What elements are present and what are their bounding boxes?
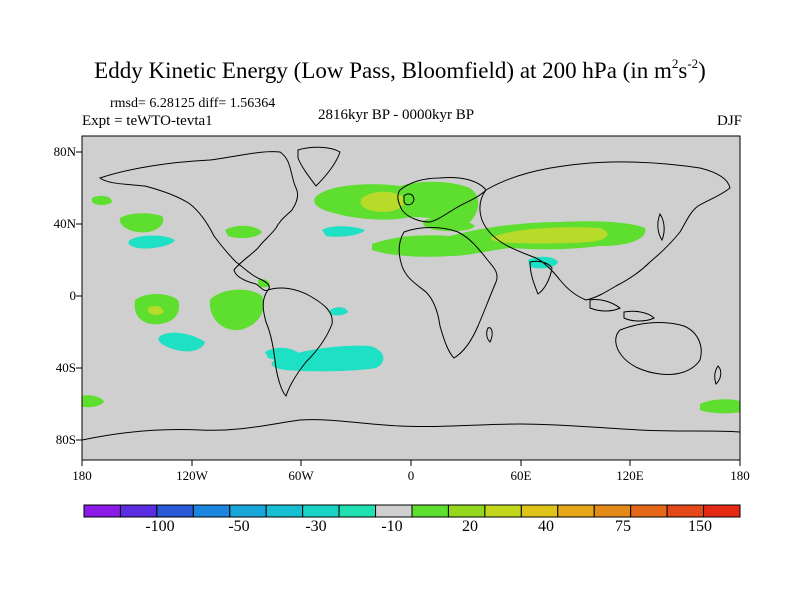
experiment-label: Expt = teWTO-tevta1 — [82, 113, 213, 129]
anomaly-fields — [82, 181, 740, 414]
lat-label-0: 0 — [69, 288, 77, 303]
colorbar-label: 40 — [538, 518, 554, 535]
coast-new-zealand — [714, 365, 722, 385]
colorbar-label: -30 — [305, 518, 327, 535]
colorbar-label: 20 — [462, 518, 478, 535]
colorbar-swatch — [119, 504, 158, 518]
anomaly-pacific-negative — [128, 235, 175, 249]
colorbar-label: -50 — [228, 518, 250, 535]
lat-label-40s: 40S — [55, 360, 76, 375]
anomaly-south-west-edge — [82, 395, 104, 408]
coast-indonesia — [589, 299, 655, 322]
coast-africa — [398, 227, 498, 359]
colorbar-swatch — [375, 504, 413, 518]
coast-australia — [615, 322, 702, 375]
colorbar-swatch — [83, 504, 121, 518]
coastlines — [82, 146, 740, 441]
anomaly-south-east-edge — [700, 399, 740, 414]
colorbar-label: -100 — [145, 518, 175, 535]
lat-label-80n: 80N — [53, 144, 76, 159]
colorbar-swatch — [302, 504, 340, 518]
season-label: DJF — [716, 113, 742, 129]
colorbar-swatch — [520, 504, 559, 518]
coast-japan — [657, 212, 665, 242]
lon-label-180e: 180 — [730, 468, 750, 483]
coast-india — [529, 260, 553, 295]
lon-label-120e: 120E — [616, 468, 644, 483]
lon-label-60e: 60E — [510, 468, 532, 483]
colorbar-swatch — [156, 504, 194, 518]
colorbar-swatch — [703, 504, 741, 518]
colorbar-swatch — [411, 504, 449, 518]
colorbar-swatch — [192, 504, 231, 518]
stats-text: rmsd= 6.28125 diff= 1.56364 — [110, 96, 276, 111]
period-label: 2816kyr BP - 0000kyr BP — [318, 107, 475, 123]
coast-antarctica — [82, 419, 740, 441]
anomaly-tropical-pacific-core — [148, 305, 164, 315]
lon-label-120w: 120W — [176, 468, 208, 483]
colorbar-swatch — [557, 504, 595, 518]
anomaly-south-atlantic-negative — [271, 345, 384, 372]
anomaly-north-america — [225, 225, 262, 239]
lat-ticks — [76, 151, 82, 441]
plot-title: Eddy Kinetic Energy (Low Pass, Bloomfiel… — [94, 56, 706, 83]
anomaly-north-atlantic-core — [360, 191, 405, 212]
lon-ticks — [81, 460, 741, 466]
lat-label-80s: 80S — [55, 432, 76, 447]
anomaly-north-pacific — [119, 213, 164, 233]
coast-north-america — [98, 151, 299, 291]
colorbar-swatch — [265, 504, 304, 518]
coast-europe — [397, 177, 487, 223]
lat-label-40n: 40N — [53, 216, 76, 231]
anomaly-asian-jet-core — [490, 227, 608, 244]
anomaly-central-america — [258, 279, 270, 288]
colorbar-label: 150 — [688, 518, 712, 535]
coast-south-america — [262, 287, 333, 397]
anomaly-atlantic-small — [330, 307, 348, 316]
colorbar-swatch — [630, 504, 668, 518]
colorbar-swatch — [593, 504, 632, 518]
lon-label-180w: 180 — [72, 468, 92, 483]
coast-uk — [403, 193, 415, 206]
colorbar-label: 75 — [615, 518, 631, 535]
colorbar-swatch — [447, 504, 486, 518]
lon-label-60w: 60W — [288, 468, 314, 483]
anomaly-pacific-edge — [92, 195, 112, 205]
coast-madagascar — [486, 327, 493, 343]
lon-label-0: 0 — [407, 468, 415, 483]
coast-greenland — [297, 146, 341, 187]
anomaly-mid-atlantic-negative — [322, 226, 365, 237]
colorbar-label: -10 — [381, 518, 403, 535]
colorbar-swatch — [229, 504, 267, 518]
anomaly-south-pacific-negative — [158, 332, 205, 352]
anomaly-east-pacific — [209, 289, 264, 331]
colorbar-swatch — [338, 504, 377, 518]
colorbar — [83, 504, 741, 518]
colorbar-swatch — [666, 504, 705, 518]
colorbar-swatch — [484, 504, 522, 518]
coast-asia — [479, 161, 731, 301]
